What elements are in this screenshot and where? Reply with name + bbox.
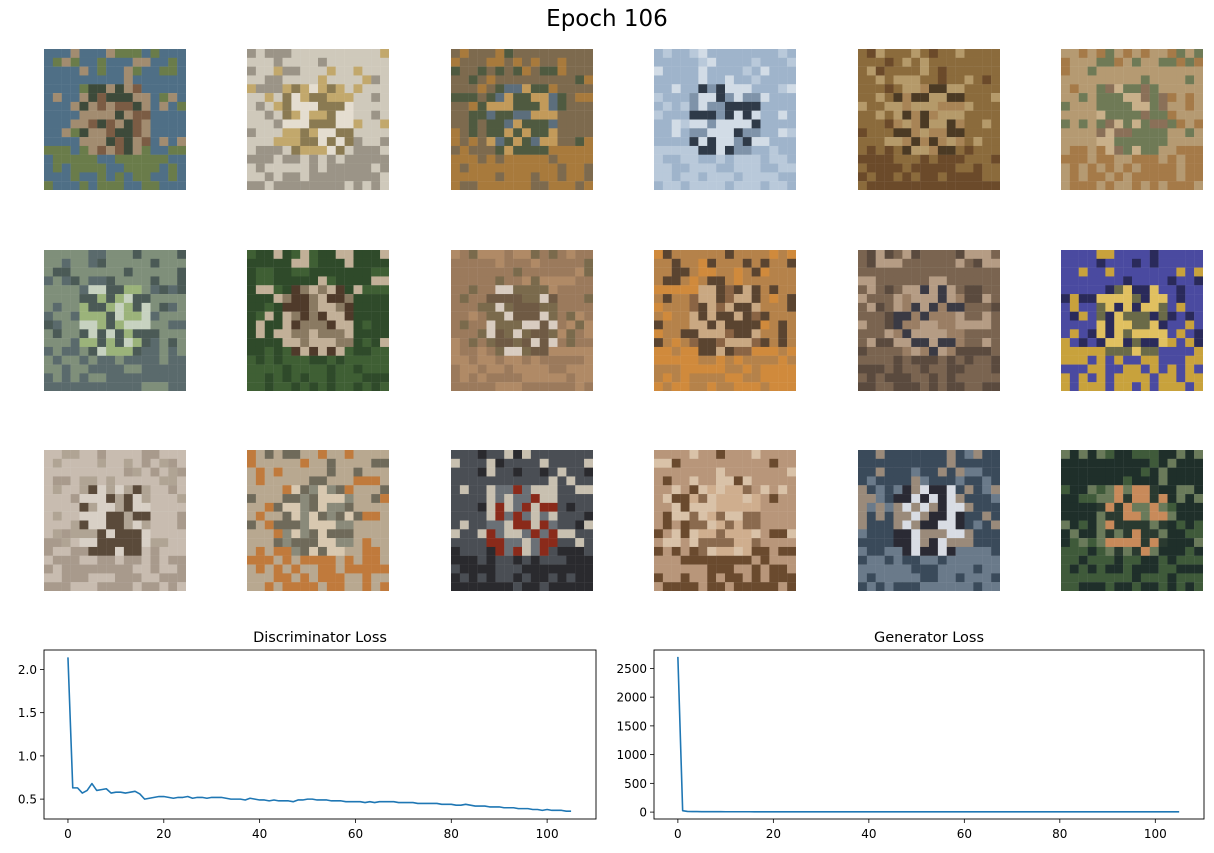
disc-chart-title: Discriminator Loss: [253, 630, 387, 646]
gen-x-tick-label: 40: [861, 827, 876, 841]
generated-sample-image: [1061, 450, 1203, 591]
gen-y-tick-label: 1500: [616, 719, 647, 733]
disc-y-tick-label: 2.0: [18, 663, 37, 677]
generated-sample-image: [44, 49, 186, 190]
discriminator-loss-chart: Discriminator Loss 0 20 40 60 80 100 0.5 1.0 1.5 2…: [18, 630, 597, 841]
disc-y-tick-label: 1.0: [18, 749, 37, 763]
gen-x-tick-label: 60: [957, 827, 972, 841]
generated-sample-image: [858, 250, 1000, 391]
disc-y-tick-label: 0.5: [18, 793, 37, 807]
gen-y-tick-label: 2500: [616, 662, 647, 676]
gen-loss-line: [677, 656, 1180, 813]
disc-axes-frame: [43, 649, 597, 820]
gen-y-tick-label: 2000: [616, 691, 647, 705]
disc-x-tick-label: 0: [64, 827, 72, 841]
generated-sample-image: [451, 49, 593, 190]
generated-sample-image: [451, 250, 593, 391]
generated-sample-image: [858, 49, 1000, 190]
generated-sample-image: [654, 250, 796, 391]
generated-sample-image: [1061, 49, 1203, 190]
disc-loss-line: [67, 657, 572, 813]
gen-y-tick-label: 500: [624, 777, 647, 791]
generated-sample-image: [247, 450, 389, 591]
generated-sample-image: [44, 450, 186, 591]
gen-x-tick-label: 0: [674, 827, 682, 841]
generated-sample-image: [247, 49, 389, 190]
generated-sample-image: [858, 450, 1000, 591]
gen-x-tick-label: 100: [1144, 827, 1167, 841]
figure-title: Epoch 106: [546, 6, 668, 32]
generated-sample-image: [654, 450, 796, 591]
generated-sample-image: [654, 49, 796, 190]
gen-y-tick-label: 0: [639, 806, 647, 820]
gen-axes-frame: [653, 649, 1205, 820]
generated-sample-image: [247, 250, 389, 391]
disc-x-tick-label: 80: [444, 827, 459, 841]
disc-y-tick-label: 1.5: [18, 706, 37, 720]
gen-y-tick-label: 1000: [616, 748, 647, 762]
generated-sample-image: [44, 250, 186, 391]
generated-sample-image: [1061, 250, 1203, 391]
generated-sample-image: [451, 450, 593, 591]
gen-x-tick-label: 80: [1052, 827, 1067, 841]
disc-x-tick-label: 40: [252, 827, 267, 841]
disc-x-tick-label: 60: [348, 827, 363, 841]
gen-chart-title: Generator Loss: [874, 630, 984, 646]
gen-x-tick-label: 20: [766, 827, 781, 841]
disc-x-tick-label: 100: [536, 827, 559, 841]
disc-x-tick-label: 20: [156, 827, 171, 841]
